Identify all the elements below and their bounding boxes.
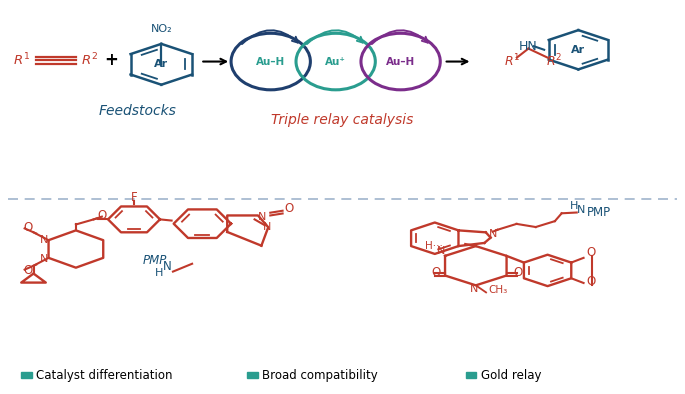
Text: O: O [513, 266, 523, 279]
Text: H: H [155, 268, 164, 278]
Text: N: N [577, 205, 585, 215]
Text: $R^2$: $R^2$ [81, 52, 98, 69]
Text: $R^2$: $R^2$ [547, 52, 562, 69]
Text: CH₃: CH₃ [488, 285, 508, 295]
Text: Ar: Ar [571, 45, 586, 55]
Bar [21, 372, 32, 378]
Text: NO₂: NO₂ [151, 24, 172, 34]
Text: O: O [23, 221, 33, 234]
Text: O: O [586, 246, 595, 259]
Text: Broad compatibility: Broad compatibility [262, 369, 377, 382]
Text: Au⁺: Au⁺ [325, 57, 346, 67]
Text: N: N [40, 254, 48, 264]
Text: N: N [437, 246, 445, 256]
Text: H···: H··· [425, 241, 443, 251]
Text: Ar: Ar [154, 59, 169, 69]
Text: $R^1$: $R^1$ [13, 52, 29, 69]
Text: N: N [162, 260, 171, 273]
Text: Feedstocks: Feedstocks [99, 104, 176, 118]
Text: N: N [40, 235, 48, 245]
Text: O: O [97, 209, 106, 222]
Text: H: H [570, 201, 578, 211]
Text: O: O [284, 202, 293, 215]
Text: Catalyst differentiation: Catalyst differentiation [36, 369, 173, 382]
Text: Au–H: Au–H [386, 57, 415, 67]
Text: Triple relay catalysis: Triple relay catalysis [271, 113, 414, 127]
Text: N: N [258, 212, 266, 223]
Bar [466, 372, 477, 378]
Text: N: N [262, 222, 271, 232]
Text: O: O [432, 266, 440, 279]
Text: N: N [471, 284, 479, 294]
Text: $R^1$: $R^1$ [504, 52, 520, 69]
Text: HN: HN [519, 40, 538, 53]
Text: N: N [488, 229, 497, 240]
Text: F: F [131, 191, 137, 204]
Text: Gold relay: Gold relay [481, 369, 541, 382]
Text: PMP: PMP [142, 254, 166, 267]
Text: O: O [23, 264, 33, 277]
Text: PMP: PMP [587, 206, 611, 219]
Text: Au–H: Au–H [256, 57, 286, 67]
Bar [247, 372, 258, 378]
Text: O: O [586, 275, 595, 288]
Text: +: + [105, 51, 119, 69]
